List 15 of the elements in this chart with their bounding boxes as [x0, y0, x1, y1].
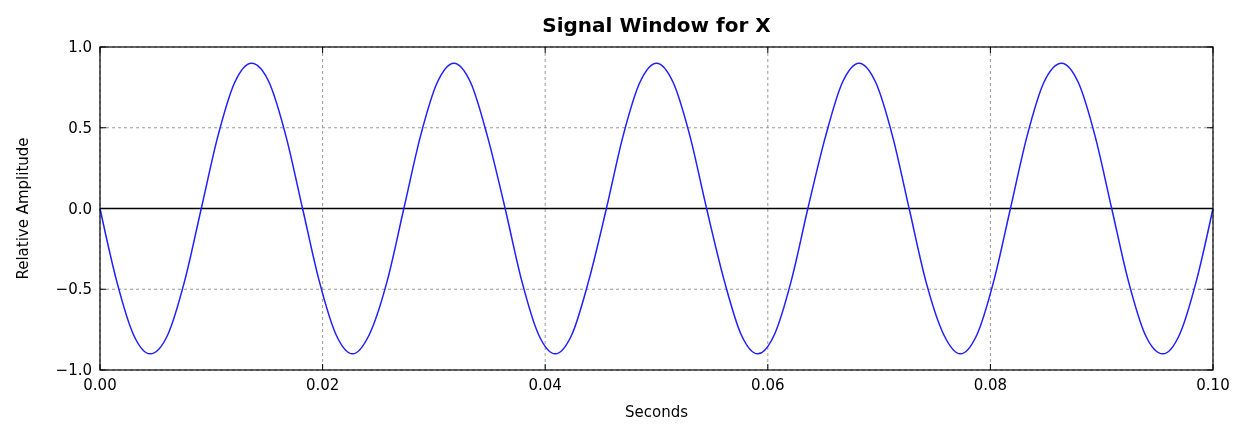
y-tick-label: 0.5: [68, 118, 92, 137]
x-tick-label: 0.06: [751, 376, 785, 394]
line-series: [99, 62, 1214, 355]
y-tick-label: −0.5: [55, 280, 92, 299]
chart-title: Signal Window for X: [542, 13, 772, 37]
x-tick-label: 0.02: [305, 376, 340, 394]
y-tick-label: −1.0: [55, 361, 92, 379]
x-tick-label: 0.04: [528, 376, 562, 394]
y-axis-title: Relative Amplitude: [14, 137, 32, 280]
x-tick-label: 0.00: [83, 376, 117, 394]
x-tick-label: 0.08: [973, 376, 1008, 394]
x-tick-label: 0.10: [1196, 376, 1230, 394]
y-tick-label: 1.0: [68, 38, 92, 56]
x-axis-title: Seconds: [624, 403, 689, 421]
y-tick-label: 0.0: [68, 199, 92, 218]
